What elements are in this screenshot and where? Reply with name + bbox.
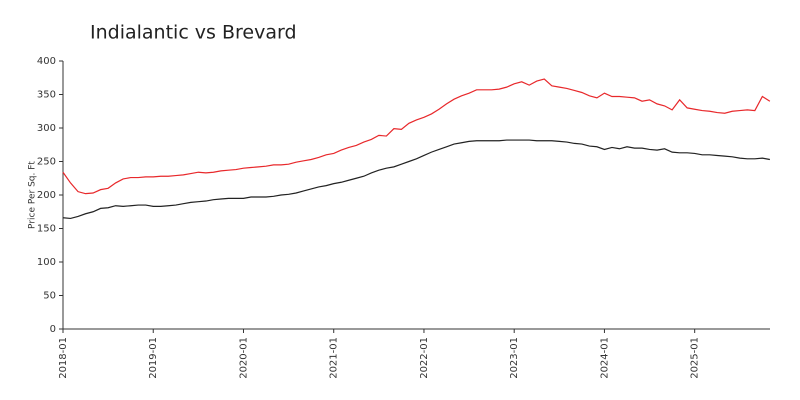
- x-tick-label: 2019-01: [148, 337, 159, 379]
- series-line: [62, 139, 770, 220]
- y-tick-label: 50: [43, 291, 56, 302]
- x-tick-label: 2022-01: [419, 337, 430, 379]
- y-tick-label: 300: [37, 123, 56, 134]
- x-tick-label: 2021-01: [329, 337, 340, 379]
- x-tick-label: 2018-01: [58, 337, 69, 379]
- chart-title: Indialantic vs Brevard: [90, 22, 297, 44]
- x-tick-label: 2025-01: [690, 337, 701, 379]
- y-tick-label: 150: [37, 224, 56, 235]
- series-line: [62, 78, 771, 195]
- y-tick-label: 0: [50, 324, 56, 335]
- x-tick-label: 2023-01: [509, 337, 520, 379]
- y-axis-label: Price Per Sq. Ft: [28, 161, 38, 229]
- y-tick-label: 100: [37, 257, 56, 268]
- y-tick-label: 250: [37, 157, 56, 168]
- x-tick-label: 2020-01: [238, 337, 249, 379]
- x-tick-label: 2024-01: [599, 337, 610, 379]
- y-tick-label: 400: [37, 56, 56, 67]
- y-tick-label: 350: [37, 90, 56, 101]
- y-tick-label: 200: [37, 190, 56, 201]
